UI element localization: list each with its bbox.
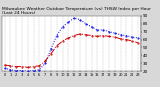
Text: Milwaukee Weather Outdoor Temperature (vs) THSW Index per Hour (Last 24 Hours): Milwaukee Weather Outdoor Temperature (v… (2, 7, 150, 15)
